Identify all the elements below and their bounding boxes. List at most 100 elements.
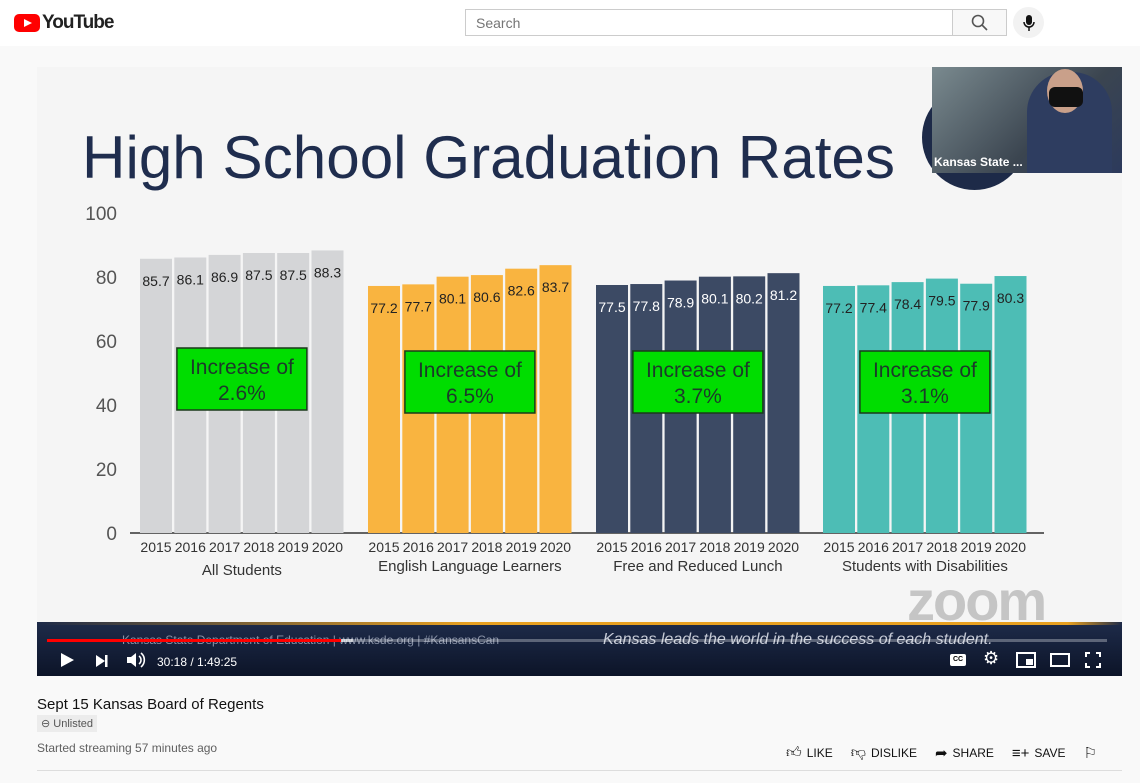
progress-bar[interactable] — [47, 639, 1107, 642]
x-tick-label: 2016 — [631, 539, 662, 555]
youtube-play-icon — [14, 14, 40, 32]
data-label: 86.9 — [211, 269, 238, 285]
group-label: Free and Reduced Lunch — [613, 558, 782, 575]
data-label: 77.2 — [370, 300, 397, 316]
group-label: Students with Disabilities — [842, 558, 1008, 575]
y-tick-label: 0 — [106, 524, 117, 545]
data-label: 79.5 — [928, 293, 955, 309]
x-tick-label: 2015 — [140, 539, 171, 555]
x-tick-label: 2020 — [312, 539, 343, 555]
youtube-logo[interactable]: YouTube — [14, 12, 114, 34]
bar — [823, 285, 855, 533]
annotation-box — [632, 350, 764, 414]
x-tick-label: 2019 — [961, 539, 992, 555]
voice-search-button[interactable] — [1013, 7, 1044, 38]
data-label: 77.4 — [860, 299, 887, 315]
x-tick-label: 2017 — [437, 539, 468, 555]
data-label: 77.2 — [825, 300, 852, 316]
x-tick-label: 2015 — [596, 539, 627, 555]
graduation-chart: High School Graduation Rates 0 20 40 60 80 10… — [82, 124, 1044, 579]
x-tick-label: 2015 — [368, 539, 399, 555]
x-tick-label: 2019 — [278, 539, 309, 555]
video-player[interactable]: High School Graduation Rates 0 20 40 60 80 10… — [37, 67, 1122, 676]
annotation-value: 3.7% — [674, 385, 722, 408]
y-tick-label: 60 — [96, 332, 117, 353]
flag-icon: ⚐ — [1083, 745, 1097, 762]
annotation-value: 6.5% — [446, 385, 494, 408]
annotation-value: 2.6% — [218, 382, 266, 405]
data-label: 77.9 — [963, 298, 990, 314]
data-label: 78.4 — [894, 296, 921, 312]
chart-title: High School Graduation Rates — [82, 124, 895, 191]
y-tick-label: 80 — [96, 268, 117, 289]
footer-right: Kansas leads the world in the success of… — [603, 631, 993, 648]
x-tick-label: 2016 — [858, 539, 889, 555]
data-label: 87.5 — [245, 267, 272, 283]
zoom-watermark: zoom — [907, 569, 1047, 632]
orange-stripe — [37, 622, 1122, 626]
theater-mode-icon[interactable] — [1050, 653, 1070, 667]
bar — [596, 285, 628, 533]
save-button[interactable]: ≡+ SAVE — [1011, 744, 1066, 762]
annotation-value: 3.1% — [901, 385, 949, 408]
annotation-box — [176, 347, 308, 411]
annotation-box — [859, 350, 991, 414]
player-controls: 30:18 / 1:49:25 CC ⚙ — [37, 627, 1122, 676]
cam-label: Kansas State ... — [934, 155, 1023, 169]
miniplayer-icon[interactable] — [1016, 652, 1036, 668]
video-title: Sept 15 Kansas Board of Regents — [37, 696, 264, 713]
x-tick-label: 2018 — [243, 539, 274, 555]
action-bar: 👍︎ LIKE 👎︎ DISLIKE ➦ SHARE ≡+ SAVE ⚐ — [786, 744, 1097, 762]
data-label: 80.2 — [736, 290, 763, 306]
next-icon[interactable] — [95, 654, 109, 668]
x-tick-label: 2018 — [471, 539, 502, 555]
play-icon[interactable] — [59, 652, 75, 668]
x-tick-label: 2020 — [995, 539, 1026, 555]
link-icon: ⊖ — [41, 718, 54, 730]
time-display: 30:18 / 1:49:25 — [157, 655, 238, 669]
bar — [539, 265, 572, 533]
data-label: 77.8 — [633, 298, 660, 314]
share-button[interactable]: ➦ SHARE — [934, 745, 994, 762]
x-tick-label: 2018 — [699, 539, 730, 555]
annotation-text: Increase of — [873, 359, 977, 382]
x-tick-label: 2020 — [540, 539, 571, 555]
x-tick-label: 2017 — [892, 539, 923, 555]
data-label: 83.7 — [542, 279, 569, 295]
annotation-text: Increase of — [418, 359, 522, 382]
bar — [140, 258, 172, 533]
search-input[interactable] — [465, 9, 953, 36]
stream-info: Started streaming 57 minutes ago — [37, 741, 218, 755]
captions-icon[interactable]: CC — [950, 654, 966, 666]
x-tick-label: 2015 — [823, 539, 854, 555]
data-label: 80.6 — [473, 289, 500, 305]
share-icon: ➦ — [934, 745, 948, 762]
fullscreen-icon[interactable] — [1085, 652, 1101, 668]
data-label: 78.9 — [667, 295, 694, 311]
y-tick-label: 40 — [96, 396, 117, 417]
x-tick-label: 2020 — [768, 539, 799, 555]
y-tick-label: 20 — [96, 460, 117, 481]
annotation-box — [404, 350, 536, 414]
data-label: 80.3 — [997, 290, 1024, 306]
like-button[interactable]: 👍︎ LIKE — [786, 744, 833, 761]
search-icon — [971, 14, 988, 31]
volume-icon[interactable] — [126, 651, 146, 669]
annotation-text: Increase of — [646, 359, 750, 382]
thumbs-down-icon: 👎︎ — [850, 744, 866, 761]
search-button[interactable] — [952, 9, 1007, 36]
dislike-button[interactable]: 👎︎ DISLIKE — [850, 744, 917, 761]
report-button[interactable]: ⚐ — [1084, 744, 1097, 762]
bar — [994, 276, 1027, 533]
x-tick-label: 2018 — [926, 539, 957, 555]
thumbs-up-icon: 👍︎ — [786, 744, 802, 761]
divider — [37, 770, 1122, 771]
x-tick-label: 2017 — [209, 539, 240, 555]
microphone-icon — [1022, 14, 1035, 31]
settings-icon[interactable]: ⚙ — [983, 648, 1000, 668]
slide-footer: Kansas State Department of Education | w… — [37, 625, 1122, 676]
data-label: 87.5 — [280, 267, 307, 283]
data-label: 81.2 — [770, 287, 797, 303]
annotation-text: Increase of — [190, 356, 294, 379]
y-tick-label: 100 — [85, 204, 117, 225]
